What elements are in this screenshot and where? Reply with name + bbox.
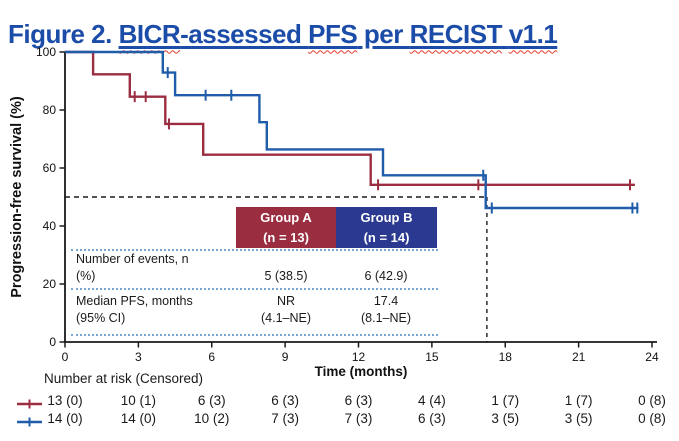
median-group-a-line1: NR <box>276 294 296 308</box>
events-row-label-line2: (%) <box>76 269 96 283</box>
x-tick-label: 18 <box>499 350 513 364</box>
table-separator-2 <box>71 288 438 290</box>
title-seg-pfs: PFS <box>308 19 358 50</box>
risk-count-cell: 1 (7) <box>564 393 593 408</box>
group-a-header-line1: Group A <box>260 210 312 225</box>
title-seg-per: per <box>357 19 410 50</box>
title-seg-v11: v1.1 <box>508 19 558 50</box>
risk-row-marker-group-a <box>17 399 42 409</box>
risk-count-cell: 13 (0) <box>47 393 83 408</box>
x-tick-label: 12 <box>352 350 366 364</box>
risk-count-cell: 10 (2) <box>194 411 230 426</box>
median-group-a-line2: (4.1–NE) <box>260 311 312 325</box>
risk-row-marker-group-b <box>17 417 42 427</box>
x-tick-label: 3 <box>135 350 142 364</box>
events-row-label: Number of events, n (%) <box>76 251 189 285</box>
group-b-header-line2: (n = 14) <box>363 229 410 245</box>
median-group-b-line1: 17.4 <box>373 294 399 308</box>
median-row-label: Median PFS, months (95% CI) <box>76 293 193 327</box>
risk-count-cell: 3 (5) <box>491 411 520 426</box>
risk-count-cell: 14 (0) <box>120 411 156 426</box>
y-tick-label: 0 <box>49 335 56 349</box>
km-curve-group-a <box>65 50 635 186</box>
risk-count-cell: 4 (4) <box>417 393 446 408</box>
title-seg-recist: RECIST <box>409 19 503 50</box>
risk-count-cell: 0 (8) <box>638 411 666 426</box>
risk-count-cell: 6 (3) <box>271 393 299 408</box>
table-separator-3 <box>71 334 438 336</box>
x-tick-label: 21 <box>572 350 586 364</box>
risk-count-cell: 0 (8) <box>638 393 666 408</box>
risk-count-cell: 3 (5) <box>564 411 593 426</box>
risk-count-cell: 6 (3) <box>344 393 373 408</box>
median-row-label-line1: Median PFS, months <box>76 294 193 308</box>
risk-count-cell: 6 (3) <box>197 393 226 408</box>
figure-title: Figure 2. BICR-assessed PFS per RECIST v… <box>8 19 558 50</box>
x-tick-label: 0 <box>62 350 69 364</box>
risk-count-cell: 1 (7) <box>491 393 520 408</box>
x-tick-label: 6 <box>208 350 215 364</box>
inplot-header-group-b: Group B (n = 14) <box>336 207 437 248</box>
risk-count-cell: 10 (1) <box>120 393 156 408</box>
title-seg-assessed: -assessed <box>180 19 309 50</box>
events-value-group-a: 5 (38.5) <box>264 269 308 283</box>
risk-count-cell: 14 (0) <box>47 411 83 426</box>
y-tick-label: 60 <box>43 161 57 175</box>
title-seg-bicr: BICR <box>118 19 181 50</box>
title-underlined-phrase: BICR-assessed PFS per RECIST v1.1 <box>119 19 558 49</box>
table-separator-1 <box>71 249 438 251</box>
km-curve-group-b <box>65 50 639 210</box>
x-tick-label: 24 <box>645 350 659 364</box>
median-value-group-a: NR (4.1–NE) <box>236 293 336 327</box>
inplot-header-group-a: Group A (n = 13) <box>236 207 336 248</box>
x-tick-label: 9 <box>282 350 289 364</box>
median-value-group-b: 17.4 (8.1–NE) <box>336 293 436 327</box>
x-axis-label: Time (months) <box>314 364 408 379</box>
number-at-risk-title: Number at risk (Censored) <box>44 371 204 386</box>
y-tick-label: 20 <box>43 277 57 291</box>
events-value-group-b: 6 (42.9) <box>364 269 408 283</box>
group-a-header-line2: (n = 13) <box>263 229 309 245</box>
y-tick-label: 100 <box>36 45 56 59</box>
events-row-label-line1: Number of events, n <box>76 252 189 266</box>
risk-count-cell: 7 (3) <box>344 411 373 426</box>
y-tick-label: 40 <box>43 219 57 233</box>
y-tick-label: 80 <box>43 103 57 117</box>
risk-count-cell: 7 (3) <box>271 411 299 426</box>
x-tick-label: 15 <box>425 350 439 364</box>
median-row-label-line2: (95% CI) <box>76 311 126 325</box>
risk-count-cell: 6 (3) <box>417 411 446 426</box>
median-group-b-line2: (8.1–NE) <box>360 311 412 325</box>
title-seg-figure2: Figure 2. <box>8 19 119 50</box>
group-b-header-line1: Group B <box>360 210 413 225</box>
